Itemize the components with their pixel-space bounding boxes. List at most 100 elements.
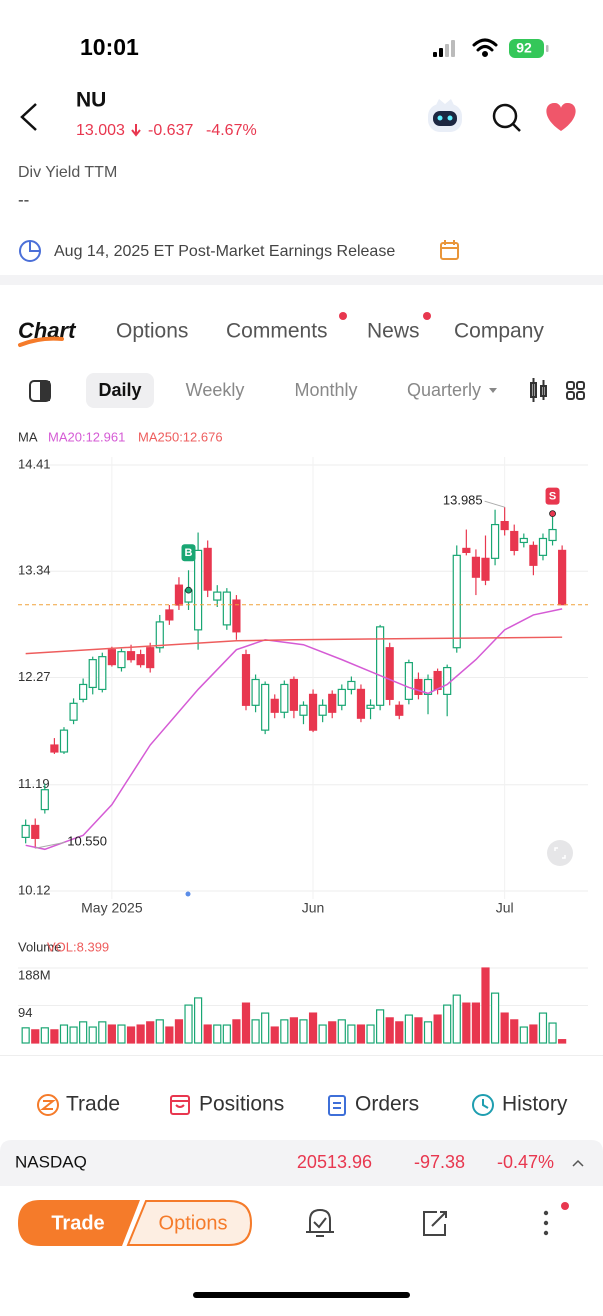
y-tick-label: 188M [18, 967, 51, 982]
options-button-label: Options [159, 1212, 228, 1234]
index-bar[interactable] [0, 1140, 603, 1186]
tab[interactable]: News [367, 320, 420, 343]
candle-body [21, 824, 30, 838]
candle-settings-icon[interactable] [530, 378, 547, 402]
options-button[interactable] [126, 1200, 253, 1246]
more-icon[interactable] [543, 1210, 549, 1236]
volume-bar [117, 1024, 126, 1044]
y-tick-label: 13.34 [18, 563, 51, 578]
volume-bar [443, 1004, 452, 1044]
volume-bar [548, 1022, 557, 1044]
signal-dot [549, 510, 556, 518]
calendar-icon[interactable] [440, 240, 459, 260]
ma-line [25, 636, 563, 655]
tab[interactable]: Company [454, 320, 544, 343]
candle-body [414, 678, 423, 695]
period[interactable]: Weekly [186, 380, 245, 400]
volume-bar [299, 1019, 308, 1044]
candle-body [155, 621, 164, 649]
candle-body [165, 609, 174, 621]
favorite-icon[interactable] [546, 102, 576, 131]
signal-badge [545, 487, 560, 505]
candle-body [500, 521, 509, 531]
volume-bar [88, 1026, 97, 1044]
candle-body [490, 523, 500, 559]
layout-toggle[interactable] [29, 380, 51, 402]
volume-bar [452, 994, 461, 1044]
period[interactable]: Quarterly [407, 380, 481, 400]
candle-body [308, 693, 318, 731]
signal-label: S [549, 491, 556, 503]
volume-bar [433, 1014, 442, 1044]
tab-underline [18, 336, 64, 347]
candle-body [146, 647, 155, 669]
volume-bar [490, 992, 500, 1044]
candle-body [194, 549, 203, 631]
share-icon[interactable] [423, 1211, 447, 1236]
tab[interactable]: Comments [226, 320, 328, 343]
volume-bar [510, 1019, 519, 1044]
volume-bar [558, 1039, 567, 1044]
candle-body [462, 547, 471, 553]
x-tick-label: Jun [302, 900, 325, 916]
alert-icon[interactable] [306, 1208, 334, 1237]
volume-bar [136, 1024, 145, 1044]
earnings-icon [19, 240, 41, 262]
y-tick-label: 12.27 [18, 669, 51, 684]
volume-bar [203, 1024, 212, 1044]
volume-bar [414, 1017, 423, 1044]
period-selected-bg [86, 373, 154, 408]
action[interactable]: Trade [66, 1093, 120, 1116]
volume-bar [500, 1012, 509, 1044]
assistant-icon[interactable] [428, 99, 462, 132]
candle-body [251, 678, 260, 706]
volume-bar [471, 1002, 481, 1044]
signal-dot [185, 586, 192, 594]
volume-bar [184, 1004, 193, 1044]
volume-bar [261, 1012, 270, 1044]
action[interactable]: Positions [199, 1093, 284, 1116]
search-icon[interactable] [492, 103, 521, 132]
candle-body [270, 698, 279, 713]
candle-body [529, 544, 538, 566]
badge-dot [423, 312, 431, 320]
volume-bar [318, 1024, 327, 1044]
volume-bar [98, 1021, 107, 1044]
history-icon[interactable] [472, 1094, 494, 1116]
volume-bar [146, 1021, 155, 1044]
trade-button[interactable] [18, 1200, 140, 1246]
volume-bar [241, 1002, 251, 1044]
event-dot [185, 891, 191, 897]
annotation-label: 13.985 [443, 493, 483, 508]
earnings-release[interactable]: Aug 14, 2025 ET Post-Market Earnings Rel… [54, 243, 395, 260]
candle-body [40, 789, 49, 811]
x-tick-label: May 2025 [81, 900, 143, 916]
div-yield-value: -- [18, 190, 29, 209]
period[interactable]: Daily [98, 380, 141, 400]
volume-bar [385, 1017, 394, 1044]
action[interactable]: Orders [355, 1093, 419, 1116]
volume-bar [376, 1009, 385, 1044]
badge-dot [561, 1202, 569, 1210]
candle-body [50, 744, 59, 753]
period[interactable]: Monthly [294, 380, 357, 400]
positions-icon[interactable] [170, 1095, 190, 1115]
candle-body [481, 557, 490, 581]
volume-chart: 188M 94 [18, 967, 588, 1044]
expand-button[interactable] [547, 840, 573, 866]
tab[interactable]: Options [116, 320, 188, 343]
grid-icon[interactable] [566, 381, 585, 400]
trade-icon[interactable] [37, 1094, 59, 1116]
expand-caret[interactable] [572, 1159, 584, 1167]
volume-bar [328, 1021, 337, 1044]
candle-body [538, 537, 548, 556]
orders-icon[interactable] [328, 1095, 346, 1116]
candle-body [222, 591, 231, 626]
back-button[interactable] [20, 103, 37, 131]
candle-body [385, 647, 394, 700]
action[interactable]: History [502, 1093, 568, 1116]
volume-bar [165, 1026, 174, 1044]
price-change-pct: -4.67% [206, 122, 257, 139]
down-arrow [131, 124, 141, 137]
